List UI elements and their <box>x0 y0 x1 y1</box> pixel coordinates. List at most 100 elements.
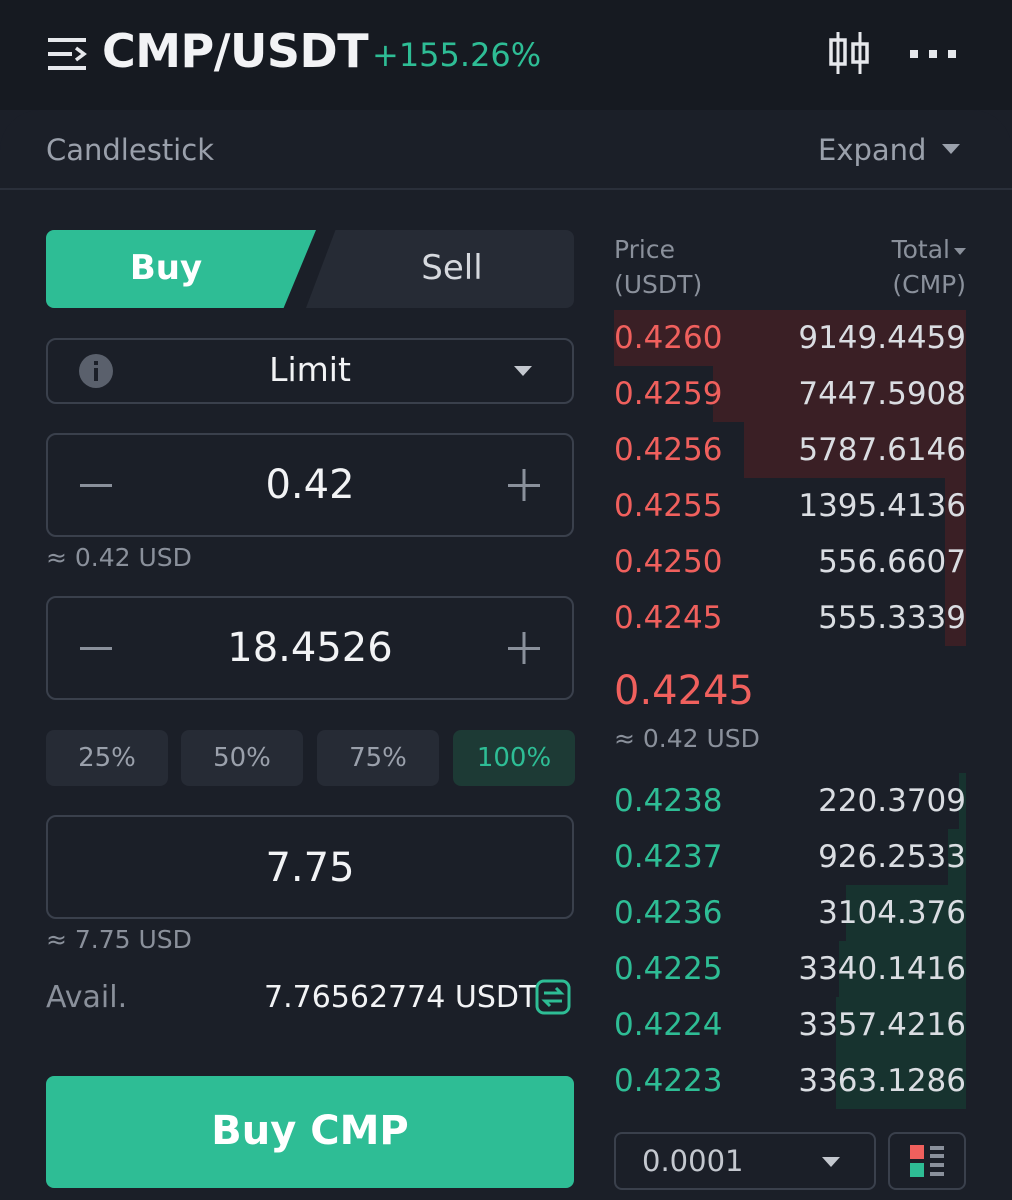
ask-price[interactable]: 0.4259 <box>614 376 723 412</box>
ask-total: 7447.5908 <box>798 376 966 412</box>
price-header-line1: Price <box>614 235 675 264</box>
ask-total: 555.3339 <box>818 600 966 636</box>
price-change-percent: +155.26% <box>372 36 542 74</box>
more-icon[interactable] <box>908 44 958 64</box>
bid-total: 220.3709 <box>818 783 966 819</box>
total-input[interactable] <box>46 815 574 919</box>
ask-total: 1395.4136 <box>798 488 966 524</box>
ask-row[interactable]: 0.4255 1395.4136 <box>614 478 966 534</box>
bid-price[interactable]: 0.4236 <box>614 895 723 931</box>
bid-row[interactable]: 0.4225 3340.1416 <box>614 941 966 997</box>
buy-submit-button[interactable] <box>46 1076 574 1188</box>
bid-depth-bar <box>835 1053 966 1109</box>
avail-label: Avail. <box>46 980 128 1015</box>
ask-depth-bar <box>712 366 966 422</box>
amount-input[interactable] <box>46 596 574 700</box>
transfer-icon[interactable] <box>535 979 571 1015</box>
percent-chip-25[interactable]: 25% <box>46 730 168 786</box>
bid-total: 3357.4216 <box>798 1007 966 1043</box>
expand-button[interactable]: Expand <box>818 133 927 167</box>
ask-price[interactable]: 0.4250 <box>614 544 723 580</box>
avail-value: 7.76562774 USDT <box>264 980 538 1015</box>
menu-icon[interactable] <box>46 34 88 74</box>
plus-icon[interactable] <box>506 467 542 503</box>
order-type-select[interactable] <box>46 338 574 404</box>
bid-depth-bar <box>839 941 966 997</box>
bid-total: 926.2533 <box>818 839 966 875</box>
ask-depth-bar <box>944 590 966 646</box>
bid-row[interactable]: 0.4223 3363.1286 <box>614 1053 966 1109</box>
orderbook-price-header: Price (USDT) <box>614 232 702 302</box>
tab-buy[interactable] <box>46 230 316 308</box>
orderbook-layout-button[interactable] <box>888 1132 966 1190</box>
chevron-down-icon <box>822 1157 840 1167</box>
precision-select[interactable] <box>614 1132 876 1190</box>
price-usd-hint: ≈ 0.42 USD <box>46 543 192 572</box>
total-header-line2: (CMP) <box>892 270 966 299</box>
bid-total: 3363.1286 <box>798 1063 966 1099</box>
total-header-line1[interactable]: Total <box>891 235 950 264</box>
candles-icon[interactable] <box>826 30 872 76</box>
ask-depth-bar <box>944 478 966 534</box>
bid-row[interactable]: 0.4236 3104.376 <box>614 885 966 941</box>
ask-price[interactable]: 0.4256 <box>614 432 723 468</box>
percent-chip-75[interactable]: 75% <box>317 730 439 786</box>
plus-icon[interactable] <box>506 630 542 666</box>
bid-depth-bar <box>835 997 966 1053</box>
amount-value[interactable]: 18.4526 <box>227 625 393 671</box>
tab-buy-label[interactable]: Buy <box>129 248 203 288</box>
ask-price[interactable]: 0.4245 <box>614 600 723 636</box>
last-price: 0.4245 <box>614 668 754 714</box>
ask-depth-bar <box>614 310 966 366</box>
candlestick-label[interactable]: Candlestick <box>46 133 214 167</box>
bid-row[interactable]: 0.4224 3357.4216 <box>614 997 966 1053</box>
ask-total: 556.6607 <box>818 544 966 580</box>
price-header-line2: (USDT) <box>614 270 703 299</box>
orderbook-total-header[interactable]: Total (CMP) <box>760 232 966 302</box>
bid-depth-bar <box>948 829 966 885</box>
chevron-down-icon <box>514 366 532 376</box>
precision-value[interactable]: 0.0001 <box>642 1144 744 1178</box>
percent-chip-100[interactable]: 100% <box>453 730 575 786</box>
caret-down-icon <box>954 247 966 255</box>
orderbook-asks: 0.4260 9149.4459 0.4259 7447.5908 0.4256 5787… <box>614 310 966 646</box>
ask-row[interactable]: 0.4259 7447.5908 <box>614 366 966 422</box>
ask-row[interactable]: 0.4260 9149.4459 <box>614 310 966 366</box>
price-value[interactable]: 0.42 <box>265 462 355 508</box>
minus-icon[interactable] <box>78 630 114 666</box>
minus-icon[interactable] <box>78 467 114 503</box>
tab-sell-label[interactable]: Sell <box>421 248 483 288</box>
ask-total: 9149.4459 <box>798 320 966 356</box>
caret-down-icon <box>942 144 960 154</box>
last-price-usd: ≈ 0.42 USD <box>614 724 760 753</box>
bid-price[interactable]: 0.4223 <box>614 1063 723 1099</box>
ask-depth-bar <box>744 422 966 478</box>
tab-sell[interactable] <box>306 230 574 308</box>
ask-row[interactable]: 0.4250 556.6607 <box>614 534 966 590</box>
bid-price[interactable]: 0.4237 <box>614 839 723 875</box>
percent-chip-50[interactable]: 50% <box>181 730 303 786</box>
chart-toggle-bar[interactable] <box>0 110 1012 190</box>
total-value[interactable]: 7.75 <box>265 845 355 891</box>
bid-row[interactable]: 0.4237 926.2533 <box>614 829 966 885</box>
orderbook-layout-icon[interactable] <box>908 1143 946 1179</box>
ask-row[interactable]: 0.4256 5787.6146 <box>614 422 966 478</box>
bid-depth-bar <box>846 885 966 941</box>
bid-price[interactable]: 0.4225 <box>614 951 723 987</box>
ask-price[interactable]: 0.4255 <box>614 488 723 524</box>
pair-title[interactable]: CMP/USDT <box>102 24 369 78</box>
ask-row[interactable]: 0.4245 555.3339 <box>614 590 966 646</box>
bid-price[interactable]: 0.4238 <box>614 783 723 819</box>
buy-submit-label[interactable]: Buy CMP <box>211 1108 409 1154</box>
info-icon[interactable] <box>78 353 114 389</box>
price-input[interactable] <box>46 433 574 537</box>
bid-depth-bar <box>958 773 966 829</box>
order-type-value[interactable]: Limit <box>269 350 351 389</box>
bid-row[interactable]: 0.4238 220.3709 <box>614 773 966 829</box>
ask-price[interactable]: 0.4260 <box>614 320 723 356</box>
bid-price[interactable]: 0.4224 <box>614 1007 723 1043</box>
ask-total: 5787.6146 <box>798 432 966 468</box>
ask-depth-bar <box>944 534 966 590</box>
bid-total: 3104.376 <box>818 895 966 931</box>
orderbook-bids: 0.4238 220.3709 0.4237 926.2533 0.4236 3104.3… <box>614 773 966 1109</box>
